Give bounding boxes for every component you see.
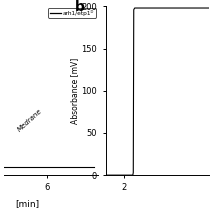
Text: b: b bbox=[74, 0, 84, 14]
Y-axis label: Absorbance [mV]: Absorbance [mV] bbox=[70, 58, 79, 124]
Text: Medrane: Medrane bbox=[16, 108, 43, 133]
Legend: arh1/etp1ᴰ: arh1/etp1ᴰ bbox=[48, 8, 96, 18]
X-axis label: [min]: [min] bbox=[16, 199, 40, 208]
